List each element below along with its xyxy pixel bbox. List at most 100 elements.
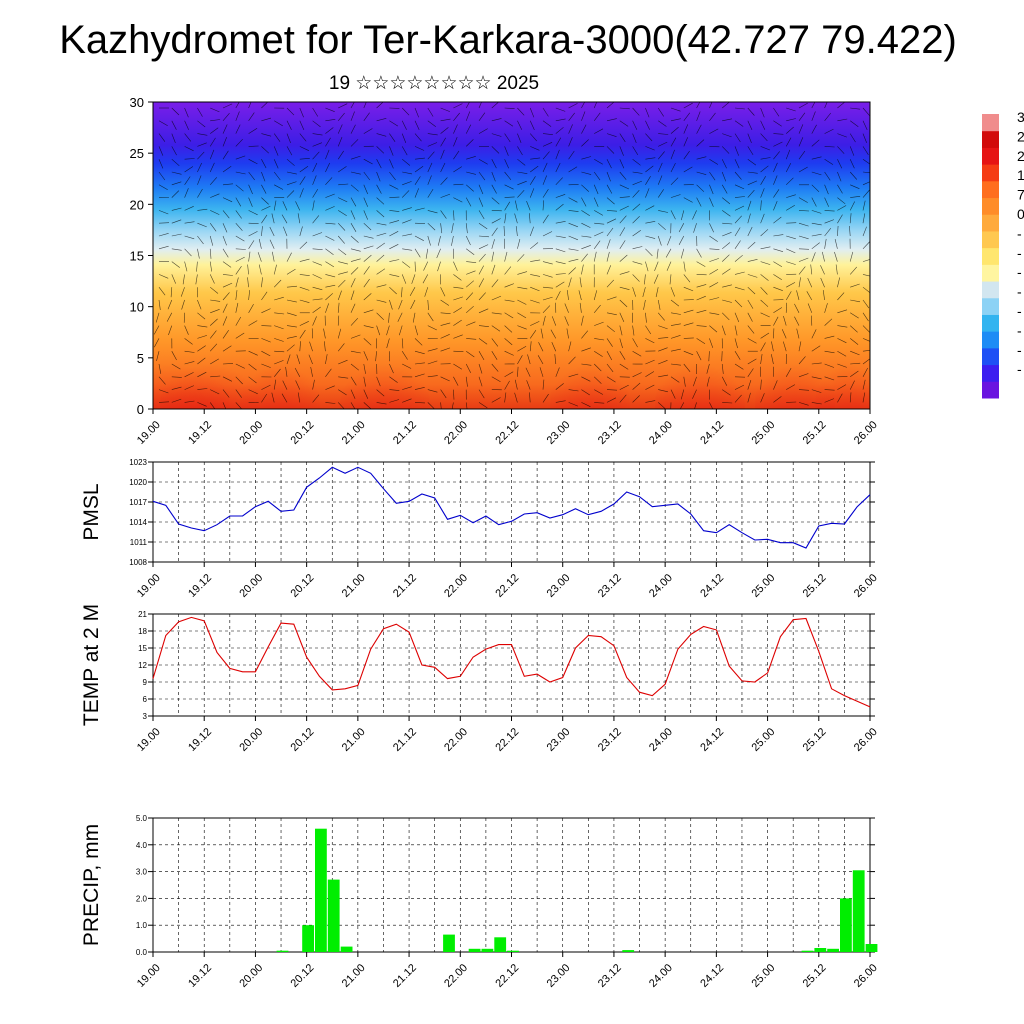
wind-barb: [619, 271, 630, 275]
y-axis-title: TEMP at 2 M: [80, 604, 103, 726]
wind-barb: [862, 107, 870, 116]
wind-barb: [478, 128, 488, 134]
wind-barb: [350, 317, 359, 326]
wind-barb: [542, 315, 546, 326]
wind-barb: [709, 338, 714, 348]
wind-barb: [222, 376, 233, 382]
wind-barb: [504, 107, 515, 109]
wind-barb: [440, 193, 451, 198]
wind-barb: [310, 366, 313, 377]
wind-barb: [529, 341, 532, 352]
wind-barb: [171, 207, 182, 211]
wind-barb: [299, 341, 301, 352]
wind-barb: [798, 102, 808, 109]
wind-barb: [248, 251, 251, 262]
wind-barb: [222, 103, 233, 109]
wind-barb: [850, 370, 859, 378]
wind-barb: [670, 335, 681, 339]
wind-barb: [837, 133, 847, 138]
colorbar-swatch: [982, 197, 999, 215]
wind-barb: [773, 316, 779, 326]
y-tick-label: 1.0: [136, 921, 148, 930]
wind-barb: [184, 248, 192, 257]
wind-barb: [581, 264, 584, 275]
wind-barb: [210, 119, 221, 122]
wind-barb: [811, 210, 822, 214]
grid: [153, 462, 870, 562]
wind-barb: [619, 227, 626, 237]
wind-barb: [504, 196, 515, 198]
wind-barb: [693, 376, 697, 387]
wind-barb: [158, 171, 166, 181]
wind-barb: [197, 299, 202, 310]
wind-barb: [551, 341, 557, 352]
wind-barb: [709, 128, 719, 134]
wind-barb: [389, 159, 394, 169]
wind-barb: [734, 107, 745, 110]
x-tick-label: 19.00: [135, 419, 163, 447]
wind-barb: [197, 402, 207, 407]
wind-barb: [427, 325, 437, 331]
wind-barb: [363, 210, 368, 220]
wind-barb: [773, 107, 780, 117]
wind-barb: [478, 253, 486, 262]
wind-barb: [734, 205, 745, 211]
wind-barb: [734, 312, 740, 323]
wind-barb: [350, 402, 356, 409]
wind-barb: [402, 363, 412, 369]
precip-bar: [827, 948, 839, 952]
colorbar-label: -: [1017, 342, 1022, 358]
wind-barb: [325, 354, 328, 365]
wind-barb: [760, 107, 765, 118]
wind-barb: [645, 146, 655, 151]
wind-barb: [619, 120, 629, 127]
wind-barb: [158, 287, 166, 296]
wind-barb: [274, 296, 284, 301]
wind-barb: [465, 139, 474, 147]
wind-barb: [440, 137, 446, 147]
wind-barb: [678, 223, 685, 233]
wind-barb: [747, 120, 753, 131]
wind-barb: [222, 402, 227, 409]
wind-barb: [709, 102, 713, 109]
wind-barb: [696, 351, 702, 361]
wind-barb: [235, 290, 238, 301]
wind-barb: [581, 184, 590, 192]
wind-barb: [811, 345, 821, 352]
wind-barb: [350, 139, 359, 147]
wind-barb: [235, 171, 246, 175]
wind-barb: [517, 355, 523, 365]
wind-barb: [273, 171, 281, 181]
y-tick-label: 1023: [129, 458, 147, 467]
wind-barb: [478, 363, 483, 374]
wind-barb: [529, 392, 531, 403]
wind-barb: [478, 222, 488, 230]
colorbar-label: -: [1017, 264, 1022, 280]
wind-barb: [530, 321, 540, 326]
wind-barb: [235, 138, 243, 147]
wind-barb: [824, 376, 835, 381]
wind-barb: [308, 354, 313, 365]
wind-barb: [158, 245, 169, 250]
precip-bar: [507, 950, 519, 952]
wind-barb: [376, 133, 387, 137]
wind-barb: [171, 363, 181, 370]
wind-barb: [184, 146, 194, 152]
wind-barb: [491, 325, 501, 332]
wind-barb: [837, 184, 843, 194]
wind-barb: [196, 261, 198, 272]
colorbar-label: -: [1017, 284, 1022, 300]
colorbar-label: -: [1017, 322, 1022, 338]
wind-barb: [247, 277, 249, 288]
wind-barb: [427, 348, 438, 352]
wind-barb: [568, 112, 575, 121]
colorbar-label: 2: [1017, 128, 1024, 144]
wind-barb: [824, 219, 835, 224]
precip-bar: [622, 950, 635, 952]
wind-barb: [222, 248, 229, 258]
wind-barb: [350, 124, 356, 134]
wind-barb: [709, 112, 716, 121]
colorbar-label: 2: [1017, 148, 1024, 164]
warm-area-4: [550, 334, 630, 409]
wind-barb: [210, 309, 220, 314]
